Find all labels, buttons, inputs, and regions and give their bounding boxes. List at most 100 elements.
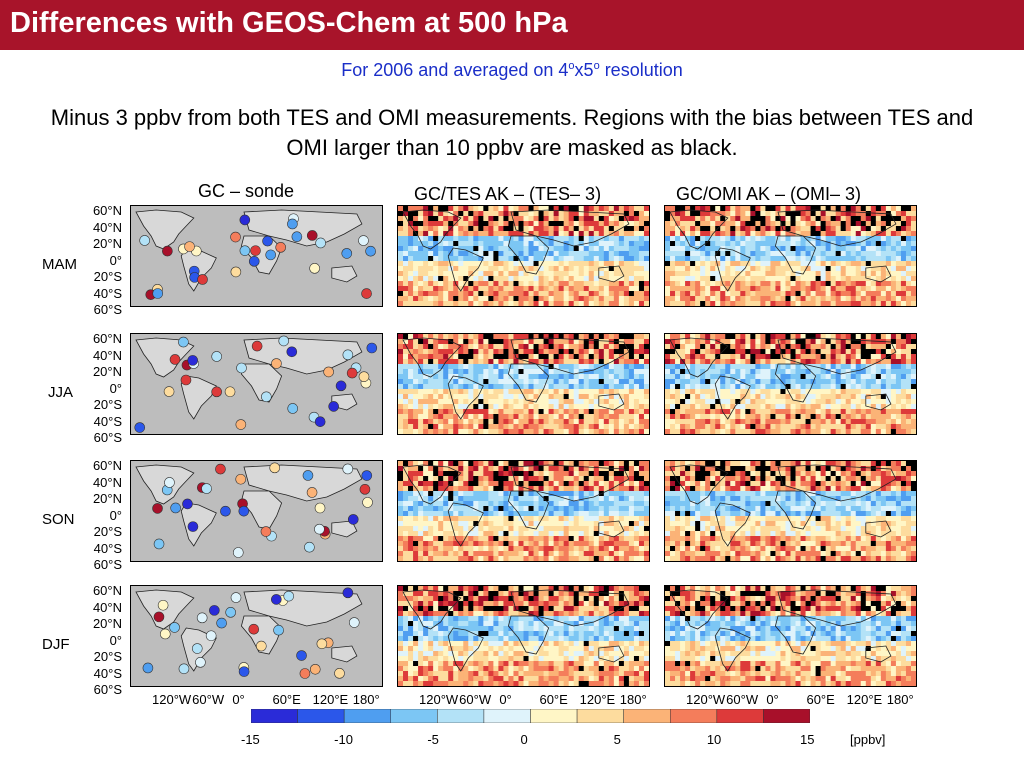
grid-cell: [568, 389, 575, 395]
grid-cell: [643, 271, 649, 277]
grid-cell: [633, 414, 640, 420]
grid-cell: [895, 276, 902, 282]
grid-cell: [498, 226, 504, 232]
grid-cell: [775, 281, 781, 287]
grid-cell: [780, 281, 786, 287]
grid-cell: [583, 339, 590, 345]
grid-cell: [800, 291, 807, 297]
grid-cell: [403, 491, 409, 497]
grid-cell: [438, 476, 444, 482]
grid-cell: [705, 226, 711, 232]
grid-cell: [473, 334, 479, 340]
grid-cell: [498, 394, 504, 400]
grid-cell: [875, 266, 882, 272]
grid-cell: [443, 296, 449, 302]
grid-cell: [533, 496, 540, 502]
grid-cell: [588, 256, 595, 262]
grid-cell: [638, 369, 645, 375]
grid-cell: [820, 291, 827, 297]
grid-cell: [438, 226, 444, 232]
grid-cell: [438, 211, 444, 217]
grid-cell: [573, 379, 580, 385]
grid-cell: [765, 429, 771, 434]
grid-cell: [398, 409, 404, 415]
grid-cell: [458, 419, 464, 425]
grid-cell: [665, 364, 671, 370]
grid-cell: [423, 481, 429, 487]
grid-cell: [643, 231, 649, 237]
grid-cell: [473, 246, 479, 252]
grid-cell: [473, 424, 479, 430]
grid-cell: [780, 344, 786, 350]
grid-cell: [583, 424, 590, 430]
grid-cell: [775, 344, 781, 350]
grid-cell: [705, 359, 711, 365]
grid-cell: [503, 216, 509, 222]
grid-cell: [593, 501, 600, 507]
grid-cell: [820, 276, 827, 282]
grid-cell: [765, 281, 771, 287]
grid-cell: [840, 389, 847, 395]
grid-cell: [790, 429, 797, 434]
grid-cell: [790, 206, 797, 212]
grid-cell: [548, 349, 555, 355]
grid-cell: [423, 389, 429, 395]
grid-cell: [523, 511, 530, 517]
grid-cell: [403, 206, 409, 212]
sonde-station: [239, 214, 251, 226]
grid-cell: [548, 241, 555, 247]
grid-cell: [543, 394, 550, 400]
continent-outline: [180, 502, 217, 547]
grid-cell: [685, 261, 691, 267]
grid-cell: [428, 531, 434, 537]
grid-cell: [830, 236, 837, 242]
grid-cell: [573, 271, 580, 277]
grid-cell: [613, 301, 620, 306]
grid-cell: [443, 531, 449, 537]
grid-cell: [543, 496, 550, 502]
grid-cell: [603, 241, 610, 247]
grid-cell: [870, 246, 877, 252]
grid-cell: [775, 334, 781, 340]
grid-cell: [755, 384, 761, 390]
grid-cell: [453, 511, 459, 517]
grid-cell: [623, 276, 630, 282]
grid-cell: [563, 211, 570, 217]
grid-cell: [805, 394, 812, 400]
grid-cell: [403, 221, 409, 227]
grid-cell: [715, 344, 721, 350]
grid-cell: [710, 226, 716, 232]
grid-cell: [800, 256, 807, 262]
grid-cell: [805, 424, 812, 430]
grid-cell: [488, 301, 494, 306]
grid-cell: [685, 339, 691, 345]
grid-cell: [850, 394, 857, 400]
grid-cell: [850, 404, 857, 410]
grid-cell: [613, 496, 620, 502]
grid-cell: [478, 486, 484, 492]
grid-cell: [438, 296, 444, 302]
grid-cell: [715, 424, 721, 430]
grid-cell: [685, 414, 691, 420]
grid-cell: [740, 344, 746, 350]
grid-cell: [740, 246, 746, 252]
grid-cell: [418, 491, 424, 497]
grid-cell: [598, 536, 605, 542]
grid-cell: [810, 276, 817, 282]
grid-cell: [423, 461, 429, 467]
grid-cell: [725, 364, 731, 370]
grid-cell: [508, 359, 514, 365]
grid-cell: [578, 521, 585, 527]
grid-cell: [583, 344, 590, 350]
grid-cell: [558, 369, 565, 375]
grid-cell: [543, 349, 550, 355]
grid-cell: [835, 216, 842, 222]
grid-cell: [730, 374, 736, 380]
grid-cell: [760, 256, 766, 262]
grid-cell: [448, 536, 454, 542]
grid-cell: [408, 271, 414, 277]
grid-cell: [735, 364, 741, 370]
grid-cell: [755, 424, 761, 430]
grid-cell: [478, 226, 484, 232]
grid-cell: [900, 344, 907, 350]
